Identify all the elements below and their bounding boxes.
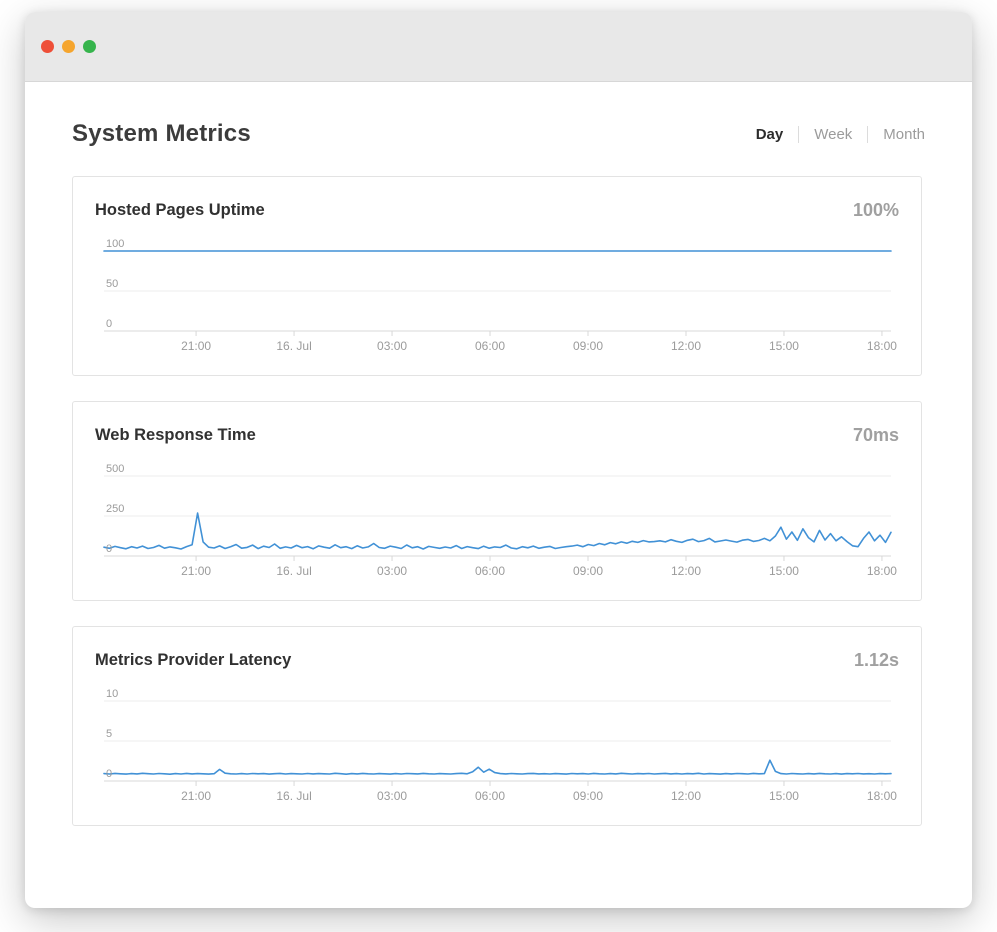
svg-text:0: 0 [106,543,112,555]
range-tabs: Day Week Month [755,125,925,143]
svg-text:21:00: 21:00 [181,339,211,353]
metric-value: 100% [852,199,899,220]
metric-card-hosted-pages-uptime: Hosted Pages Uptime 100% 0 50 100 21:00 16. … [72,176,922,376]
metric-card-web-response-time: Web Response Time 70ms 0 250 500 21:00 16. J… [72,401,922,601]
svg-text:18:00: 18:00 [867,564,897,578]
tab-divider [798,125,800,143]
metric-card-metrics-provider-latency: Metrics Provider Latency 1.12s 0 5 10 21:00… [72,626,922,826]
svg-text:06:00: 06:00 [475,339,505,353]
web-response-time-plot: 0 250 500 21:00 16. Jul 03:00 06:00 09:00 12:00 1… [103,463,897,578]
svg-text:21:00: 21:00 [181,789,211,803]
svg-text:100: 100 [106,238,124,250]
svg-text:06:00: 06:00 [475,789,505,803]
svg-text:16. Jul: 16. Jul [276,789,311,803]
svg-text:12:00: 12:00 [671,339,701,353]
page-content: System Metrics Day Week Month Hosted Pag… [25,82,972,826]
tab-divider [867,125,869,143]
svg-text:03:00: 03:00 [377,564,407,578]
svg-text:10: 10 [106,688,118,700]
svg-text:09:00: 09:00 [573,339,603,353]
metric-title: Web Response Time [95,425,256,444]
svg-text:09:00: 09:00 [573,789,603,803]
svg-text:0: 0 [106,318,112,330]
window-titlebar [25,12,972,82]
tab-week[interactable]: Week [814,125,853,143]
page-title: System Metrics [72,120,251,147]
app-window: System Metrics Day Week Month Hosted Pag… [25,12,972,908]
metric-title: Hosted Pages Uptime [95,200,265,219]
svg-text:15:00: 15:00 [769,339,799,353]
svg-text:18:00: 18:00 [867,339,897,353]
svg-text:18:00: 18:00 [867,789,897,803]
card-header: Web Response Time 70ms [95,422,899,448]
metric-value: 1.12s [853,649,899,670]
hosted-pages-uptime-chart: 0 50 100 21:00 16. Jul 03:00 06:00 09:00 12:00 15… [95,233,899,357]
window-zoom-button[interactable] [83,40,96,53]
svg-text:12:00: 12:00 [671,564,701,578]
svg-text:09:00: 09:00 [573,564,603,578]
window-minimize-button[interactable] [62,40,75,53]
svg-text:16. Jul: 16. Jul [276,339,311,353]
svg-text:06:00: 06:00 [475,564,505,578]
svg-text:5: 5 [106,728,112,740]
page-header: System Metrics Day Week Month [72,120,925,148]
window-close-button[interactable] [41,40,54,53]
card-header: Hosted Pages Uptime 100% [95,197,899,223]
web-response-time-chart: 0 250 500 21:00 16. Jul 03:00 06:00 09:00 12:00 1… [95,458,899,582]
hosted-pages-uptime-plot: 0 50 100 21:00 16. Jul 03:00 06:00 09:00 12:00 15… [103,238,897,353]
svg-text:500: 500 [106,463,124,475]
svg-text:0: 0 [106,768,112,780]
svg-text:50: 50 [106,278,118,290]
metrics-provider-latency-plot: 0 5 10 21:00 16. Jul 03:00 06:00 09:00 12:00 15:0… [103,688,897,803]
svg-text:15:00: 15:00 [769,564,799,578]
svg-text:12:00: 12:00 [671,789,701,803]
svg-text:250: 250 [106,503,124,515]
svg-text:03:00: 03:00 [377,339,407,353]
card-header: Metrics Provider Latency 1.12s [95,647,899,673]
svg-text:21:00: 21:00 [181,564,211,578]
metric-value: 70ms [852,424,899,445]
metrics-provider-latency-chart: 0 5 10 21:00 16. Jul 03:00 06:00 09:00 12:00 15:0… [95,683,899,807]
svg-text:03:00: 03:00 [377,789,407,803]
svg-text:15:00: 15:00 [769,789,799,803]
tab-day[interactable]: Day [755,125,784,143]
tab-month[interactable]: Month [883,125,925,143]
svg-text:16. Jul: 16. Jul [276,564,311,578]
metric-title: Metrics Provider Latency [95,650,292,669]
